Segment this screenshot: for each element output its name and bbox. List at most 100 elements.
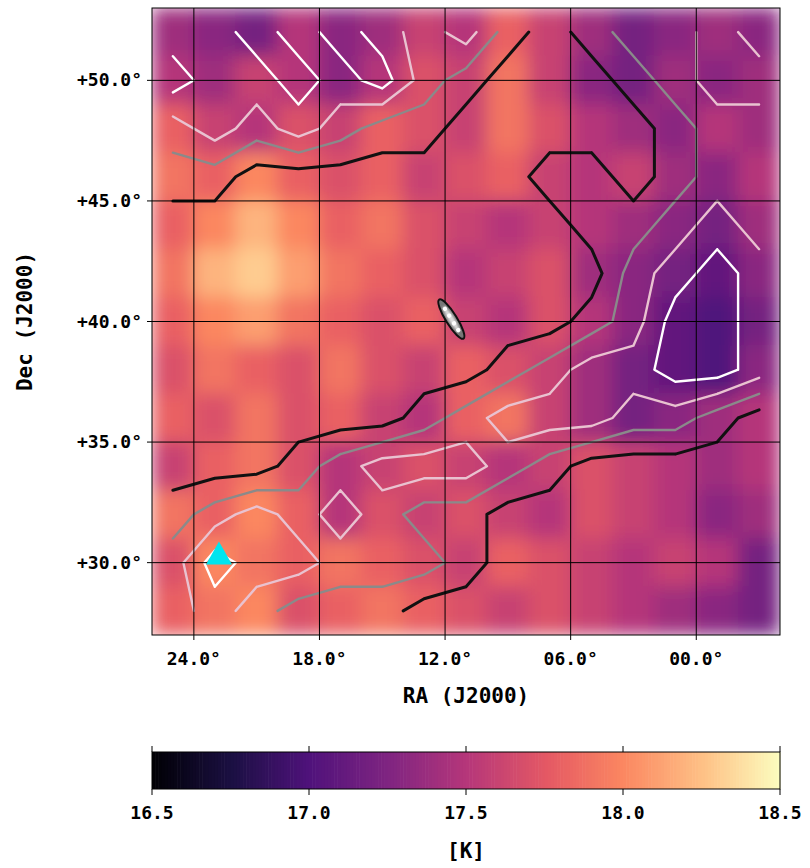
heatmap-cell bbox=[486, 442, 529, 491]
tick bbox=[623, 746, 624, 752]
heatmap-cell bbox=[738, 345, 780, 394]
heatmap-cell bbox=[528, 249, 571, 298]
heatmap-cell bbox=[152, 345, 194, 394]
heatmap-cell bbox=[235, 393, 278, 442]
tick-label: 17.5 bbox=[444, 802, 487, 823]
contour bbox=[173, 32, 738, 587]
heatmap-cell bbox=[612, 442, 655, 491]
heatmap-cell bbox=[696, 490, 739, 539]
heatmap-cell bbox=[445, 586, 488, 635]
heatmap-cell bbox=[319, 490, 362, 539]
heatmap-cell bbox=[486, 152, 529, 201]
heatmap-cell bbox=[696, 8, 739, 57]
galaxy-knot bbox=[451, 320, 457, 326]
galaxy bbox=[434, 297, 468, 342]
galaxy-disk bbox=[434, 297, 468, 342]
heatmap-cell bbox=[193, 8, 236, 57]
tick-label: 06.0° bbox=[544, 648, 598, 669]
heatmap-cell bbox=[319, 249, 362, 298]
heatmap-cell bbox=[486, 249, 529, 298]
heatmap-cell bbox=[403, 345, 446, 394]
heatmap-cell bbox=[193, 393, 236, 442]
heatmap-cell bbox=[654, 152, 697, 201]
grid-line bbox=[152, 200, 780, 201]
heatmap-cell bbox=[361, 249, 404, 298]
heatmap-cell bbox=[277, 8, 320, 57]
heatmap-cell bbox=[152, 152, 194, 201]
heatmap-cell bbox=[319, 8, 362, 57]
heatmap-cell bbox=[486, 200, 529, 249]
heatmap-cell bbox=[696, 249, 739, 298]
heatmap-cell bbox=[570, 104, 613, 153]
heatmap-cell bbox=[152, 393, 194, 442]
heatmap-cell bbox=[612, 345, 655, 394]
heatmap-cell bbox=[403, 200, 446, 249]
heatmap-cell bbox=[654, 586, 697, 635]
tick bbox=[147, 200, 152, 201]
heatmap-cell bbox=[612, 200, 655, 249]
heatmap-cell bbox=[361, 200, 404, 249]
tick bbox=[309, 789, 310, 795]
heatmap-cell bbox=[528, 490, 571, 539]
heatmap-cell bbox=[361, 586, 404, 635]
heatmap-cell bbox=[277, 249, 320, 298]
heatmap-cell bbox=[654, 200, 697, 249]
tick bbox=[780, 746, 781, 752]
heatmap-cell bbox=[193, 586, 236, 635]
heatmap-cell bbox=[570, 152, 613, 201]
heatmap-cell bbox=[570, 8, 613, 57]
heatmap-cell bbox=[738, 586, 780, 635]
heatmap-cell bbox=[612, 586, 655, 635]
tick bbox=[466, 746, 467, 752]
heatmap-cell bbox=[235, 200, 278, 249]
heatmap-cell bbox=[570, 393, 613, 442]
heatmap-cell bbox=[277, 490, 320, 539]
heatmap-cell bbox=[528, 345, 571, 394]
heatmap-cell bbox=[277, 393, 320, 442]
heatmap-cell bbox=[277, 152, 320, 201]
heatmap-cell bbox=[319, 586, 362, 635]
tick-label: 00.0° bbox=[669, 648, 723, 669]
heatmap-cell bbox=[361, 104, 404, 153]
heatmap-cell bbox=[445, 393, 488, 442]
heatmap-cell bbox=[570, 200, 613, 249]
heatmap-cell bbox=[361, 8, 404, 57]
tick bbox=[147, 442, 152, 443]
heatmap-cell bbox=[403, 152, 446, 201]
heatmap-cell bbox=[193, 200, 236, 249]
heatmap-cell bbox=[403, 8, 446, 57]
heatmap-cell bbox=[696, 104, 739, 153]
heatmap-cell bbox=[696, 393, 739, 442]
tick-label: 12.0° bbox=[418, 648, 472, 669]
heatmap-cell bbox=[528, 200, 571, 249]
tick-label: 18.0° bbox=[292, 648, 346, 669]
heatmap-cell bbox=[570, 442, 613, 491]
heatmap-cell bbox=[152, 200, 194, 249]
tick-label: 24.0° bbox=[167, 648, 221, 669]
heatmap-cell bbox=[361, 345, 404, 394]
tick bbox=[319, 635, 320, 640]
heatmap-cell bbox=[445, 442, 488, 491]
heatmap-cell bbox=[570, 586, 613, 635]
heatmap-cell bbox=[654, 8, 697, 57]
tick bbox=[152, 746, 153, 752]
heatmap-cell bbox=[696, 200, 739, 249]
frame bbox=[152, 8, 780, 635]
tick-label: 16.5 bbox=[130, 802, 173, 823]
heatmap-cell bbox=[361, 152, 404, 201]
heatmap bbox=[152, 8, 780, 635]
grid-line bbox=[152, 80, 780, 81]
tick bbox=[570, 635, 571, 640]
marker bbox=[206, 541, 232, 564]
heatmap-cell bbox=[445, 104, 488, 153]
heatmap-cell bbox=[361, 490, 404, 539]
tick bbox=[780, 789, 781, 795]
tick-label: 18.0 bbox=[601, 802, 644, 823]
heatmap-cell bbox=[738, 8, 780, 57]
heatmap-cell bbox=[654, 249, 697, 298]
heatmap-cell bbox=[738, 249, 780, 298]
heatmap-cell bbox=[193, 104, 236, 153]
heatmap-cell bbox=[235, 249, 278, 298]
heatmap-cell bbox=[528, 104, 571, 153]
galaxy-core bbox=[441, 305, 462, 334]
